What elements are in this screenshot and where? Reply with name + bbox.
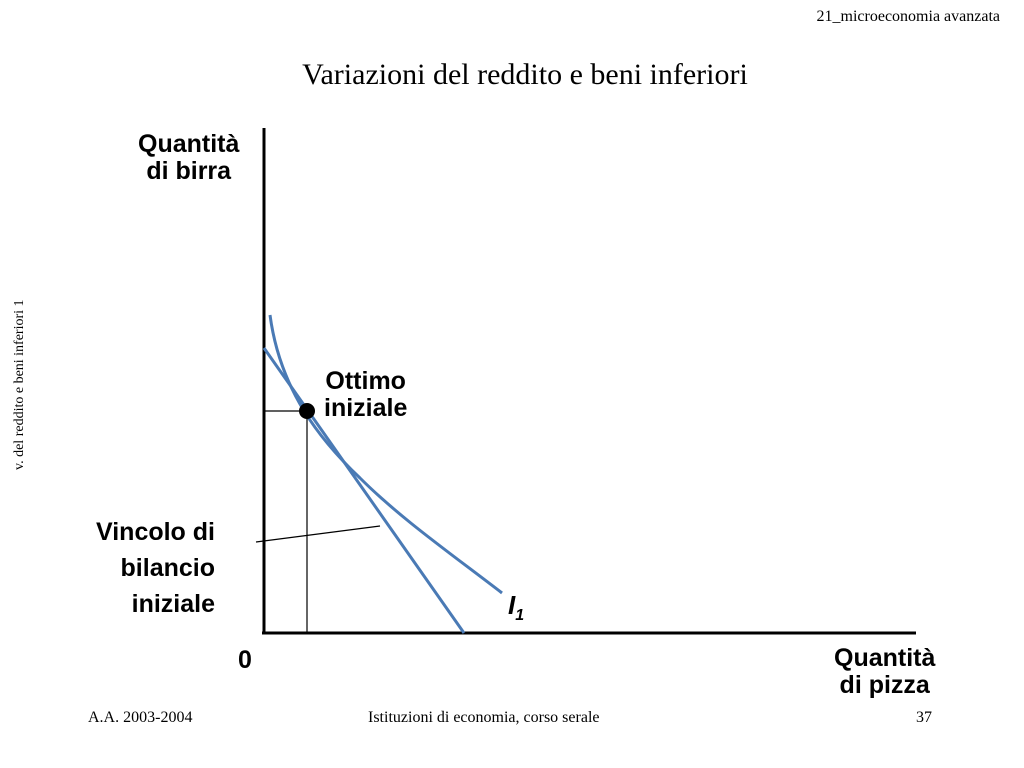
curve-label-subscript: 1 [515,607,525,625]
budget-constraint-label: Vincolo di bilancio iniziale [96,514,215,622]
y-axis-label-line2: di birra [146,157,232,185]
curve-label-letter: I [508,590,516,620]
x-axis-label: Quantità di pizza [834,645,935,699]
y-axis-label: Quantità di birra [138,131,239,185]
footer-page-number: 37 [916,709,932,726]
indifference-curve-i1 [268,314,503,595]
footer-academic-year: A.A. 2003-2004 [88,709,193,726]
indifference-curve-label: I1 [508,590,524,625]
course-tag: 21_microeconomia avanzata [816,8,1000,25]
slide-title: Variazioni del reddito e beni inferiori [302,58,748,91]
budget-label-line2: bilancio [120,554,215,582]
budget-label-pointer [255,525,381,543]
optimum-label: Ottimo iniziale [324,368,407,422]
budget-label-line1: Vincolo di [96,518,215,546]
origin-label: 0 [238,646,252,674]
budget-label-line3: iniziale [131,590,215,618]
optimum-label-line1: Ottimo [325,367,406,395]
optimum-point [299,403,315,419]
x-axis-label-line1: Quantità [834,644,936,672]
budget-line [262,347,466,634]
x-axis-label-line2: di pizza [839,671,930,699]
footer-course-name: Istituzioni di economia, corso serale [368,709,600,726]
optimum-label-line2: iniziale [324,394,408,422]
y-axis-label-line1: Quantità [138,130,240,158]
